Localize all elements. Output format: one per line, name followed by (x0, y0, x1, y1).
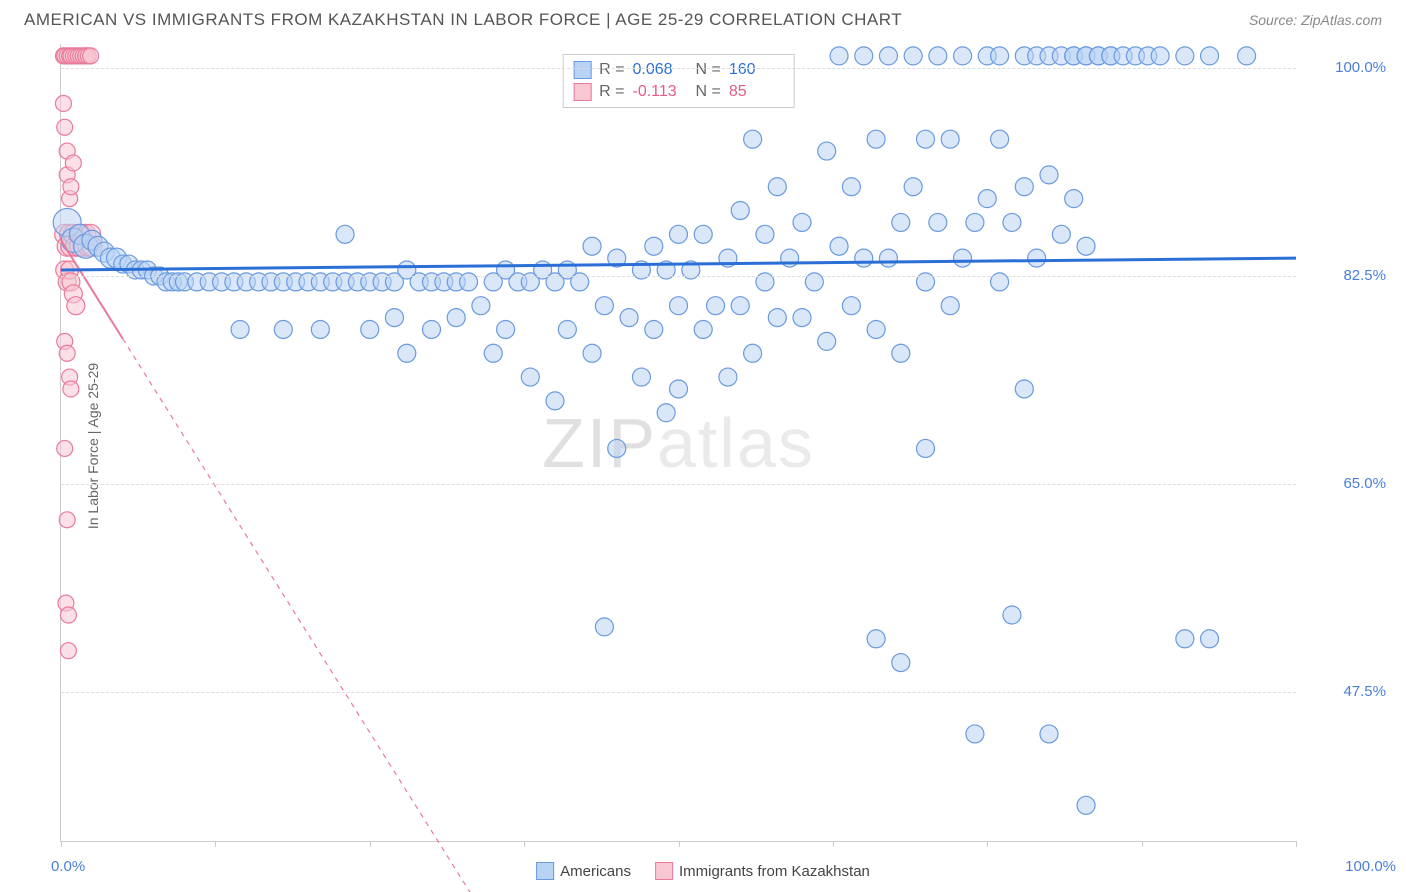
y-tick-label: 82.5% (1306, 267, 1386, 284)
americans-legend-label: Americans (560, 863, 631, 880)
americans-swatch (573, 61, 591, 79)
americans-r-value: 0.068 (633, 61, 688, 79)
source-label: Source: ZipAtlas.com (1249, 12, 1382, 28)
immigrants-swatch (573, 83, 591, 101)
americans-n-value: 160 (729, 61, 784, 79)
immigrants-legend-swatch (655, 862, 673, 880)
y-tick-label: 65.0% (1306, 475, 1386, 492)
immigrants-n-value: 85 (729, 83, 784, 101)
series-legend: Americans Immigrants from Kazakhstan (536, 862, 870, 880)
stats-legend: R = 0.068 N = 160 R = -0.113 N = 85 (562, 54, 795, 108)
immigrants-legend-label: Immigrants from Kazakhstan (679, 863, 870, 880)
x-axis-max-label: 100.0% (1345, 858, 1396, 875)
americans-legend-swatch (536, 862, 554, 880)
x-axis-min-label: 0.0% (51, 858, 85, 875)
y-tick-label: 47.5% (1306, 683, 1386, 700)
chart-title: AMERICAN VS IMMIGRANTS FROM KAZAKHSTAN I… (24, 10, 902, 30)
immigrants-r-value: -0.113 (633, 83, 688, 101)
scatter-plot-svg (61, 44, 1296, 841)
y-tick-label: 100.0% (1306, 59, 1386, 76)
chart-plot-area: ZIPatlas R = 0.068 N = 160 R = -0.113 N … (60, 44, 1296, 842)
